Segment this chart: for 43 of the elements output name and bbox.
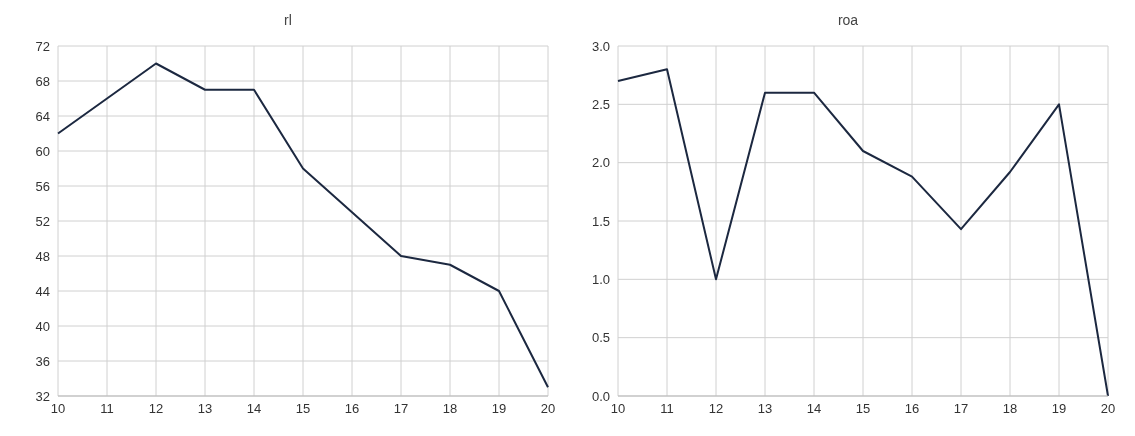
y-tick-label: 64 bbox=[35, 108, 50, 124]
y-tick-label: 2.0 bbox=[591, 155, 610, 171]
x-tick-label: 20 bbox=[1100, 401, 1116, 417]
x-tick-label: 15 bbox=[295, 401, 311, 417]
y-tick-label: 72 bbox=[35, 38, 50, 54]
y-tick-label: 1.0 bbox=[591, 271, 610, 287]
x-tick-label: 12 bbox=[708, 401, 724, 417]
x-tick-label: 13 bbox=[757, 401, 773, 417]
chart-title: rl bbox=[283, 12, 293, 30]
y-tick-label: 68 bbox=[35, 73, 50, 89]
x-tick-label: 19 bbox=[491, 401, 507, 417]
y-tick-label: 0.0 bbox=[591, 388, 610, 404]
x-tick-label: 16 bbox=[904, 401, 920, 417]
line-series bbox=[57, 62, 549, 389]
x-tick-label: 18 bbox=[1002, 401, 1018, 417]
x-tick-label: 12 bbox=[148, 401, 164, 417]
chart-title: roa bbox=[836, 12, 860, 30]
x-tick-label: 13 bbox=[197, 401, 213, 417]
y-tick-label: 56 bbox=[35, 178, 50, 194]
x-tick-label: 11 bbox=[660, 401, 674, 417]
x-tick-label: 18 bbox=[442, 401, 458, 417]
x-tick-label: 19 bbox=[1051, 401, 1067, 417]
y-tick-label: 60 bbox=[35, 143, 50, 159]
y-tick-label: 44 bbox=[35, 283, 50, 299]
x-tick-label: 10 bbox=[610, 401, 626, 417]
y-tick-label: 2.5 bbox=[591, 96, 610, 112]
y-tick-label: 0.5 bbox=[591, 330, 610, 346]
y-tick-label: 52 bbox=[35, 213, 50, 229]
y-tick-label: 32 bbox=[35, 388, 50, 404]
y-tick-label: 36 bbox=[35, 353, 50, 369]
x-tick-label: 15 bbox=[855, 401, 871, 417]
y-tick-label: 3.0 bbox=[591, 38, 610, 54]
x-tick-label: 14 bbox=[806, 401, 822, 417]
x-tick-label: 17 bbox=[393, 401, 409, 417]
x-tick-label: 17 bbox=[953, 401, 969, 417]
y-tick-label: 48 bbox=[35, 248, 50, 264]
y-tick-label: 40 bbox=[35, 318, 50, 334]
x-tick-label: 16 bbox=[344, 401, 360, 417]
x-tick-label: 20 bbox=[540, 401, 556, 417]
x-tick-label: 11 bbox=[100, 401, 114, 417]
x-tick-label: 14 bbox=[246, 401, 262, 417]
x-tick-label: 10 bbox=[50, 401, 66, 417]
y-tick-label: 1.5 bbox=[591, 213, 610, 229]
